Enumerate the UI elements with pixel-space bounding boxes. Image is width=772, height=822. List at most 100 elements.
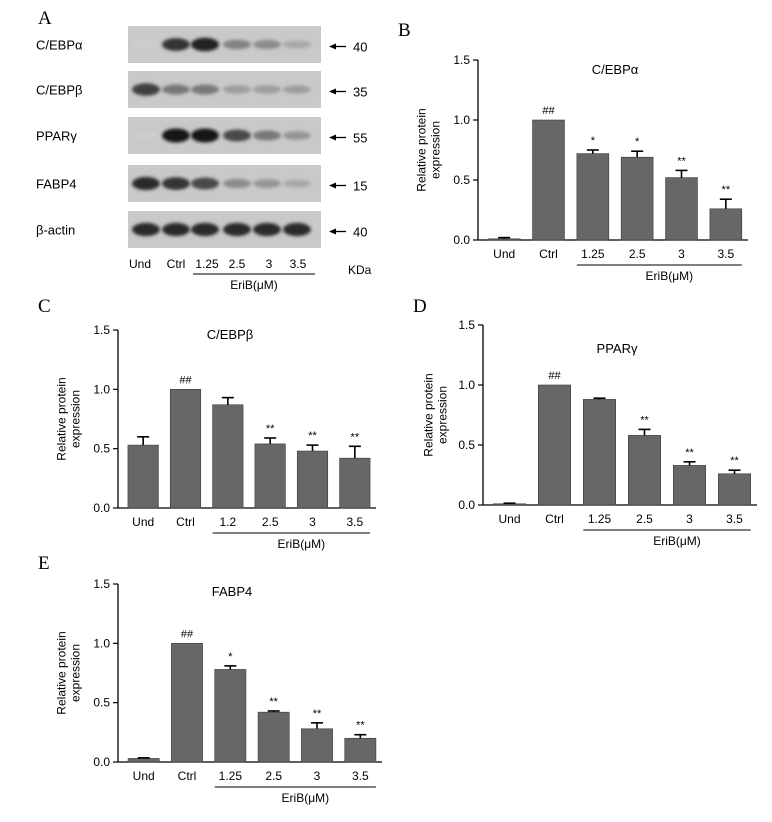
lane-label: 2.5: [229, 257, 246, 271]
band-label: PPARγ: [36, 129, 77, 144]
bar: [532, 119, 565, 241]
bar: [296, 450, 329, 509]
y-tick-label: 0.0: [458, 498, 475, 512]
blot-band: [191, 84, 219, 95]
x-tick-label: 3.5: [717, 247, 734, 261]
significance-label: *: [591, 135, 596, 147]
blot-band: [283, 40, 311, 49]
y-tick-label: 1.0: [93, 382, 110, 396]
bar: [709, 208, 743, 241]
lane-label: 3.5: [290, 257, 307, 271]
bar: [717, 473, 751, 506]
significance-label: ##: [542, 105, 555, 117]
kda-arrowhead: [329, 228, 336, 235]
x-tick-label: Ctrl: [178, 769, 197, 783]
x-tick-label: 3: [678, 247, 685, 261]
bar: [214, 669, 247, 763]
group-label: EriB(μM): [278, 537, 326, 551]
bar: [576, 153, 610, 241]
x-tick-label: Und: [133, 769, 155, 783]
blot-band: [283, 179, 311, 188]
y-tick-label: 1.5: [453, 53, 470, 67]
kda-label: 35: [353, 85, 367, 100]
y-tick-label: 0.0: [453, 233, 470, 247]
blot-band: [253, 85, 281, 94]
x-tick-label: 3: [686, 512, 693, 526]
bar: [301, 728, 333, 763]
y-tick-label: 0.0: [93, 501, 110, 515]
significance-label: ##: [548, 370, 561, 382]
bar: [127, 444, 159, 509]
blot-band: [191, 177, 219, 190]
blot-band: [253, 222, 281, 237]
bar: [487, 238, 521, 241]
bar: [620, 156, 654, 241]
blot-band: [162, 177, 190, 190]
x-tick-label: 3: [314, 769, 321, 783]
blot-band: [162, 84, 190, 95]
bar-chart-ppary: 0.0 0.5 1.0 1.5 Relative proteinexpression PP…: [422, 318, 757, 548]
chart-title: FABP4: [212, 584, 252, 599]
lane-label: 3: [266, 257, 273, 271]
blot-band: [283, 85, 311, 94]
kda-label: 40: [353, 225, 367, 240]
x-tick-label: Ctrl: [539, 247, 558, 261]
band-label: C/EBPα: [36, 38, 83, 53]
x-tick-label: 3.5: [726, 512, 743, 526]
bar: [672, 465, 706, 506]
kda-arrowhead: [329, 134, 336, 141]
blot-band: [162, 222, 190, 237]
chart-title: C/EBPα: [592, 62, 639, 77]
x-tick-label: 3: [309, 515, 316, 529]
group-label: EriB(μM): [653, 534, 701, 548]
significance-label: **: [313, 708, 322, 720]
x-tick-label: 1.25: [581, 247, 605, 261]
y-tick-label: 1.0: [93, 636, 110, 650]
x-tick-label: 2.5: [262, 515, 279, 529]
bar: [665, 177, 698, 241]
blot-band: [283, 222, 311, 237]
panel-letter-c: C: [38, 296, 51, 317]
blot-band: [253, 130, 281, 141]
blot-band: [162, 128, 190, 143]
blot-band: [162, 38, 190, 51]
x-tick-label: Und: [493, 247, 515, 261]
blot-band: [223, 129, 251, 142]
lane-label: Ctrl: [167, 257, 186, 271]
x-tick-label: 1.25: [219, 769, 243, 783]
significance-label: *: [635, 136, 640, 148]
bar-chart-cebpb: 0.0 0.5 1.0 1.5 Relative proteinexpression C/…: [55, 323, 376, 551]
blot-band: [132, 222, 160, 237]
y-axis-label: Relative proteinexpression: [415, 108, 443, 191]
western-blot-panel: C/EBPα 40 C/EBPβ 35 PPARγ 55 FABP4 15 β-actin 40 U…: [36, 26, 372, 292]
significance-label: **: [677, 155, 686, 167]
significance-label: ##: [179, 374, 192, 386]
significance-label: **: [722, 184, 731, 196]
band-label: FABP4: [36, 177, 76, 192]
y-tick-label: 0.5: [453, 173, 470, 187]
y-tick-label: 0.5: [458, 438, 475, 452]
significance-label: **: [685, 447, 694, 459]
blot-band: [253, 39, 281, 50]
x-tick-label: Ctrl: [545, 512, 564, 526]
y-tick-label: 0.5: [93, 696, 110, 710]
y-tick-label: 1.0: [458, 378, 475, 392]
significance-label: **: [269, 696, 278, 708]
blot-band: [191, 128, 219, 143]
bar: [171, 643, 203, 763]
panel-letter-d: D: [413, 296, 427, 317]
blot-band: [191, 222, 219, 237]
y-tick-label: 0.0: [93, 755, 110, 769]
y-tick-label: 1.5: [458, 318, 475, 332]
y-tick-label: 0.5: [93, 442, 110, 456]
bar: [339, 457, 371, 509]
blot-band: [283, 131, 311, 140]
panel-letter-e: E: [38, 553, 50, 574]
x-tick-label: Ctrl: [176, 515, 195, 529]
band-label: β-actin: [36, 223, 75, 238]
panel-letter-a: A: [38, 8, 52, 29]
bar: [254, 443, 286, 509]
blot-band: [132, 83, 160, 96]
blot-band: [132, 176, 160, 191]
chart-title: C/EBPβ: [207, 327, 254, 342]
